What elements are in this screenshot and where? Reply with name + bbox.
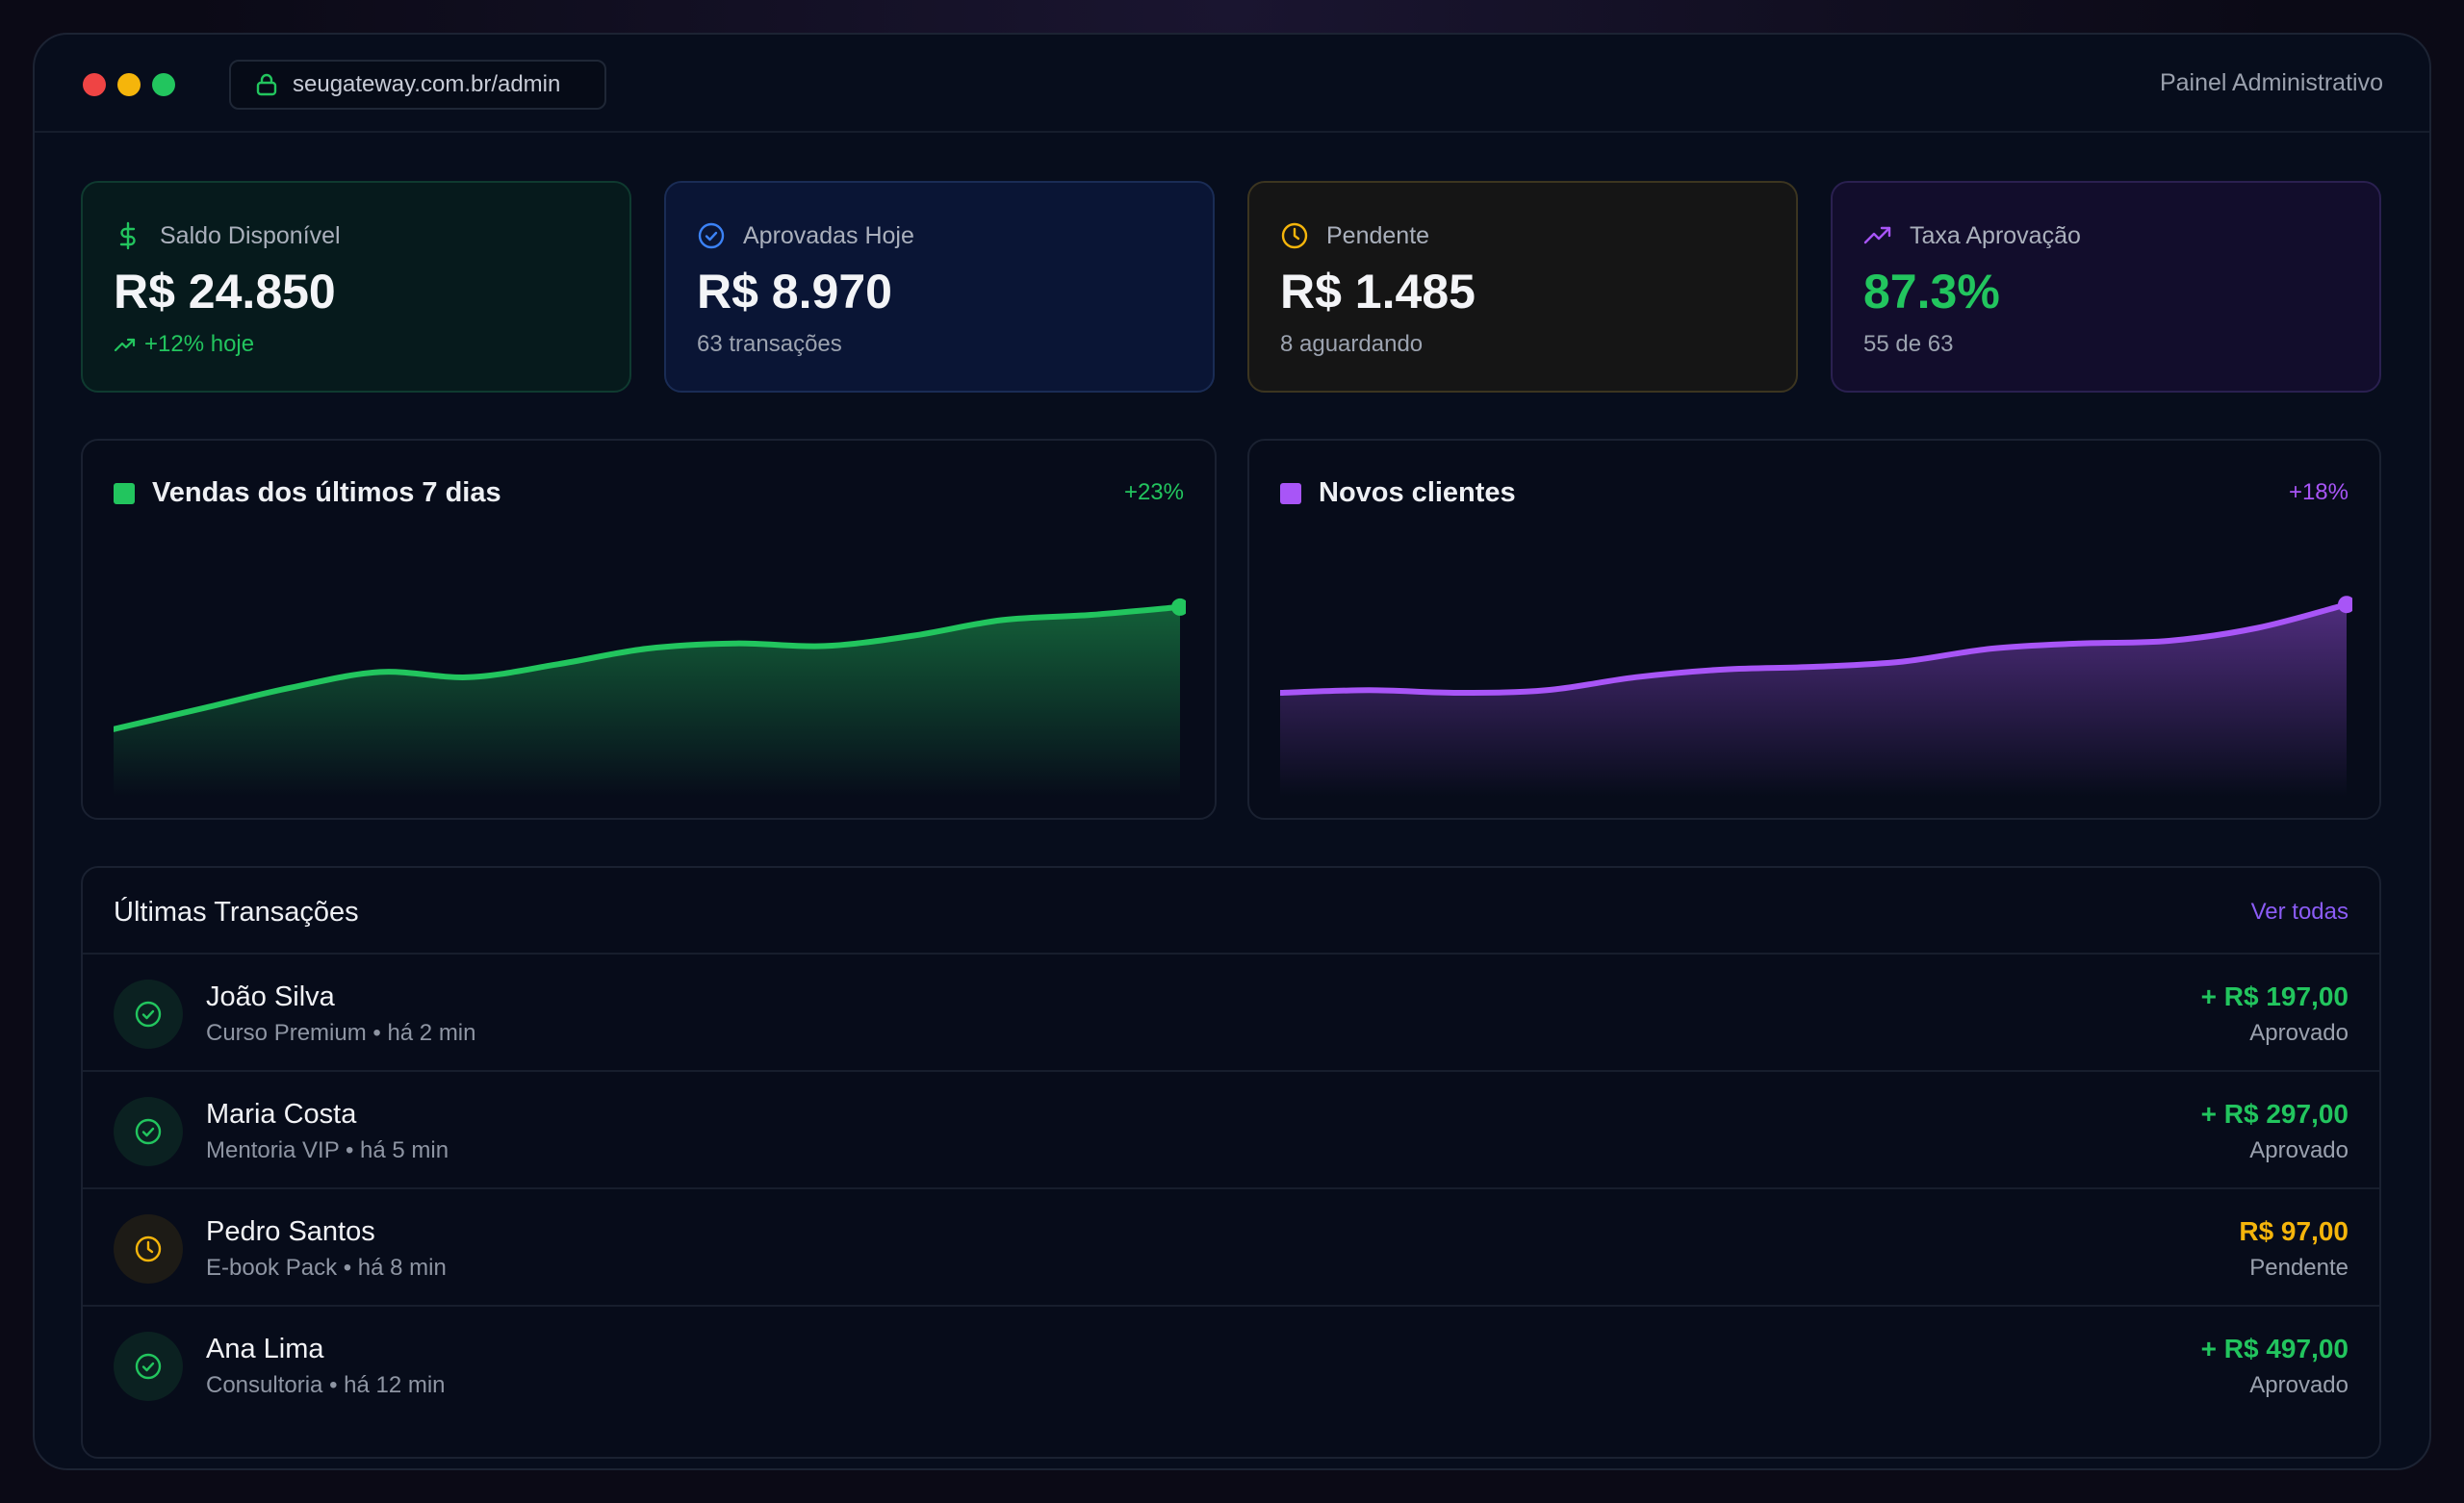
url-text: seugateway.com.br/admin [293,71,561,97]
dollar-icon [119,221,136,250]
transaction-status: Aprovado [2249,1137,2348,1163]
sales-chart-card: Vendas dos últimos 7 dias +23% [81,439,1217,820]
trending-up-icon [1863,226,1891,244]
transaction-status: Pendente [2249,1255,2348,1281]
chart-end-point [1171,598,1186,616]
stat-sub: 63 transações [697,331,842,357]
stat-label: Pendente [1326,221,1430,249]
transaction-row[interactable]: Maria Costa Mentoria VIP • há 5 min + R$… [83,1072,2379,1189]
chart-title: Novos clientes [1319,477,1516,508]
transaction-row[interactable]: Pedro Santos E-book Pack • há 8 min R$ 9… [83,1189,2379,1307]
chart-series-line [1280,601,2349,697]
transaction-row[interactable]: Ana Lima Consultoria • há 12 min + R$ 49… [83,1307,2379,1424]
chart-change: +18% [2288,479,2348,505]
chart-area-fill [1280,604,2347,797]
stat-card-approved-today: Aprovadas Hoje R$ 8.970 63 transações [664,181,1215,393]
clock-icon [135,1236,162,1262]
lock-icon [256,73,277,96]
panel-label: Painel Administrativo [2159,69,2383,96]
clock-icon [1281,222,1308,249]
check-circle-icon [698,222,725,249]
stat-card-balance: Saldo Disponível R$ 24.850 +12% hoje [81,181,631,393]
sales-area-chart [114,598,1186,797]
transactions-header: Últimas Transações Ver todas [83,868,2379,955]
check-circle-icon [135,1118,162,1145]
clients-chart-card: Novos clientes +18% [1247,439,2381,820]
stat-value: 87.3% [1863,265,2000,318]
stat-value: R$ 1.485 [1280,265,1476,318]
stat-card-pending: Pendente R$ 1.485 8 aguardando [1247,181,1798,393]
stat-sub: 8 aguardando [1280,331,1424,357]
transaction-status: Aprovado [2249,1372,2348,1398]
view-all-link[interactable]: Ver todas [2250,899,2348,925]
transaction-meta: Curso Premium • há 2 min [206,1020,476,1046]
transaction-name: Ana Lima [206,1334,324,1364]
chart-series-line [114,603,1183,732]
stat-value: R$ 24.850 [114,265,336,318]
chart-title: Vendas dos últimos 7 dias [152,477,501,508]
stat-label: Aprovadas Hoje [743,221,914,249]
transaction-meta: Mentoria VIP • há 5 min [206,1137,449,1163]
chart-change: +23% [1123,479,1184,505]
transaction-meta: Consultoria • há 12 min [206,1372,446,1398]
trending-up-icon [114,338,136,352]
minimize-window-button[interactable] [117,73,141,96]
chart-end-point [2338,596,2352,614]
transaction-name: Pedro Santos [206,1216,375,1247]
check-circle-icon [135,1353,162,1380]
transaction-row[interactable]: João Silva Curso Premium • há 2 min + R$… [83,955,2379,1072]
transaction-amount: + R$ 297,00 [2200,1099,2348,1129]
title-bar: seugateway.com.br/admin Painel Administr… [35,35,2429,133]
transaction-name: Maria Costa [206,1099,357,1130]
maximize-window-button[interactable] [152,73,175,96]
legend-swatch [1280,482,1301,504]
transaction-amount: + R$ 197,00 [2200,981,2348,1011]
transaction-amount: R$ 97,00 [2239,1216,2348,1246]
transaction-name: João Silva [206,981,335,1012]
stat-label: Taxa Aprovação [1910,221,2081,249]
address-bar[interactable]: seugateway.com.br/admin [229,60,606,110]
browser-window: seugateway.com.br/admin Painel Administr… [33,33,2431,1470]
transactions-card: Últimas Transações Ver todas João Silva … [81,866,2381,1459]
transaction-status: Aprovado [2249,1020,2348,1046]
clients-area-chart [1280,596,2352,797]
transaction-amount: + R$ 497,00 [2200,1334,2348,1363]
stat-label: Saldo Disponível [160,221,341,249]
transactions-title: Últimas Transações [114,897,359,928]
stat-sub: +12% hoje [144,331,255,357]
legend-swatch [114,482,135,504]
transaction-meta: E-book Pack • há 8 min [206,1255,447,1281]
check-circle-icon [135,1001,162,1028]
stat-sub: 55 de 63 [1863,331,1954,357]
stat-value: R$ 8.970 [697,265,892,318]
chart-area-fill [114,606,1180,797]
close-window-button[interactable] [83,73,106,96]
stat-card-approval-rate: Taxa Aprovação 87.3% 55 de 63 [1831,181,2381,393]
